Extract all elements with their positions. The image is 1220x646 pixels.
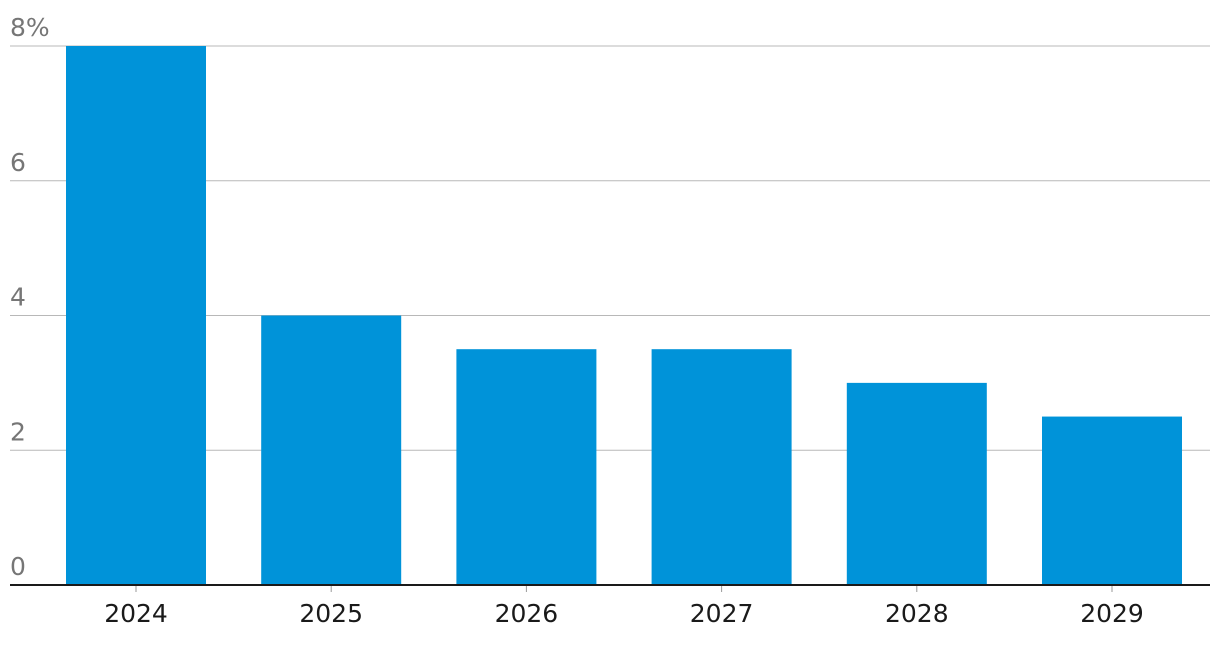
bar-2024 <box>66 46 206 585</box>
y-tick-label: 0 <box>10 552 26 581</box>
x-axis <box>10 584 1210 592</box>
x-tick-label-2027: 2027 <box>690 599 754 628</box>
y-tick-label: 8% <box>10 13 50 42</box>
x-axis-labels: 2024 2025 2026 2027 2028 2029 <box>104 599 1144 628</box>
y-axis-labels: 0 2 4 6 8% <box>10 13 50 581</box>
y-tick-label: 2 <box>10 417 26 446</box>
x-tick-label-2024: 2024 <box>104 599 168 628</box>
bar-2029 <box>1042 416 1182 585</box>
bar-2026 <box>456 349 597 585</box>
x-tick-label-2025: 2025 <box>299 599 363 628</box>
x-tick-label-2028: 2028 <box>885 599 949 628</box>
x-tick-label-2026: 2026 <box>495 599 559 628</box>
bars <box>66 46 1182 585</box>
bar-2028 <box>846 382 987 585</box>
y-tick-label: 4 <box>10 283 26 312</box>
x-tick-label-2029: 2029 <box>1080 599 1144 628</box>
bar-2027 <box>651 349 792 585</box>
bar-2025 <box>261 315 402 585</box>
gridlines <box>10 45 1210 451</box>
y-tick-label: 6 <box>10 148 26 177</box>
